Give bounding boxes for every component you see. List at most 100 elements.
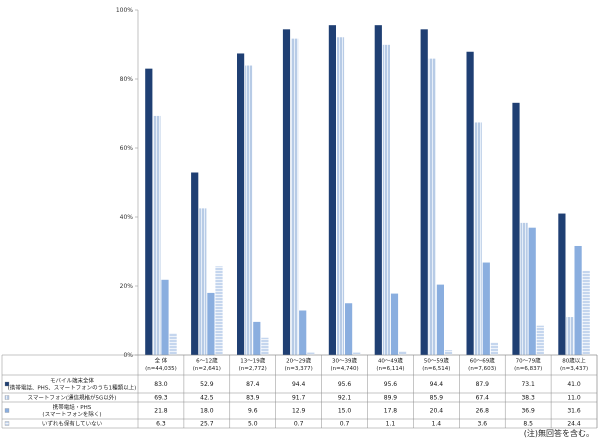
legend-label: 携帯電話・PHS [53, 403, 92, 411]
bar [382, 44, 390, 356]
bar [574, 245, 582, 355]
bar [199, 208, 207, 356]
bar [482, 262, 490, 355]
category-label: 6～12歳 [196, 357, 218, 365]
category-label: (n=3,377) [285, 366, 313, 372]
bar [428, 58, 436, 355]
category-label: (n=2,641) [193, 366, 221, 372]
bar [558, 213, 566, 355]
data-label: 85.9 [430, 395, 444, 402]
bar [245, 65, 253, 355]
data-label: 12.9 [292, 408, 306, 415]
data-label: 0.7 [294, 421, 304, 428]
data-table: 全 体(n=44,035) 6～12歳(n=2,641) 13～19歳(n=2,77… [1, 354, 598, 429]
bar [566, 317, 574, 355]
data-label: 73.1 [521, 381, 535, 388]
data-label: 52.9 [200, 381, 214, 388]
data-label: 18.0 [200, 408, 214, 415]
data-label: 24.4 [567, 421, 581, 428]
bar [237, 53, 245, 355]
data-label: 20.4 [430, 408, 444, 415]
data-label: 8.5 [523, 421, 533, 428]
bar [191, 172, 199, 355]
data-label: 83.0 [154, 381, 168, 388]
bars [145, 25, 590, 356]
data-label: 67.4 [476, 395, 490, 402]
bar [328, 25, 336, 356]
data-label: 1.1 [386, 421, 396, 428]
data-label: 11.0 [567, 395, 581, 402]
bar [345, 303, 353, 355]
bar [528, 227, 536, 355]
data-label: 5.0 [248, 421, 258, 428]
data-label: 21.8 [154, 408, 168, 415]
data-label: 15.0 [338, 408, 352, 415]
bar [282, 29, 291, 355]
data-label: 87.9 [476, 381, 490, 388]
category-label: (n=2,772) [239, 366, 267, 372]
data-label: 94.4 [430, 381, 444, 388]
legend-label: (スマートフォンを除く) [42, 410, 101, 418]
data-label: 31.6 [567, 408, 581, 415]
data-label: 1.4 [432, 421, 442, 428]
bar [399, 351, 407, 355]
data-label: 26.8 [476, 408, 490, 415]
category-label: 30～39歳 [332, 357, 357, 365]
data-label: 89.9 [384, 395, 398, 402]
y-tick-label: 40% [120, 214, 134, 221]
category-label: 20～29歳 [286, 357, 311, 365]
bar [291, 38, 299, 355]
bar [374, 25, 382, 356]
category-label: (n=4,740) [330, 366, 358, 372]
category-label: 13～19歳 [240, 357, 265, 365]
bar [169, 333, 177, 355]
legend-swatch [4, 421, 10, 426]
category-label: (n=6,837) [514, 366, 542, 372]
legend-swatch [4, 395, 10, 400]
footnote: (注)無回答を含む。 [523, 429, 594, 438]
y-tick-label: 0% [123, 352, 133, 359]
bar [299, 310, 307, 355]
category-label: (n=6,514) [422, 366, 450, 372]
y-tick-label: 80% [120, 76, 134, 83]
legend-label: (携帯電話、PHS、スマートフォンのうち1種類以上) [8, 383, 137, 391]
legend-label: モバイル端末全体 [50, 377, 95, 385]
y-tick-label: 100% [116, 7, 133, 14]
category-label: 50～59歳 [424, 357, 449, 365]
bar [253, 321, 261, 355]
bar [582, 270, 590, 355]
data-label: 0.7 [340, 421, 350, 428]
legend-label: スマートフォン(通信規格が5G以外) [28, 394, 117, 402]
bar [536, 325, 544, 355]
data-label: 94.4 [292, 381, 306, 388]
bar [261, 337, 269, 355]
data-label: 69.3 [154, 395, 168, 402]
bar [512, 102, 520, 355]
data-label: 83.9 [246, 395, 260, 402]
legend-label: いずれも保有していない [42, 420, 103, 428]
bar [145, 68, 153, 356]
data-label: 92.1 [338, 395, 352, 402]
data-label: 91.7 [292, 395, 306, 402]
bar [520, 222, 528, 355]
legend-swatch [4, 408, 10, 413]
bar [353, 352, 361, 355]
category-label: 40～49歳 [378, 357, 403, 365]
data-label: 38.3 [521, 395, 535, 402]
data-label: 9.6 [248, 408, 258, 415]
y-tick-label: 20% [120, 283, 134, 290]
bar [215, 266, 223, 355]
data-label: 6.3 [156, 421, 166, 428]
category-label: 全 体 [155, 357, 168, 365]
data-label: 87.4 [246, 381, 260, 388]
data-label: 25.7 [200, 421, 214, 428]
data-label: 42.5 [200, 395, 214, 402]
bar [390, 293, 399, 355]
bar [207, 292, 215, 355]
bar [444, 350, 453, 355]
category-label: 70～79歳 [516, 357, 541, 365]
data-label: 17.8 [384, 408, 398, 415]
category-label: 80歳以上 [562, 357, 586, 365]
data-label: 41.0 [567, 381, 581, 388]
